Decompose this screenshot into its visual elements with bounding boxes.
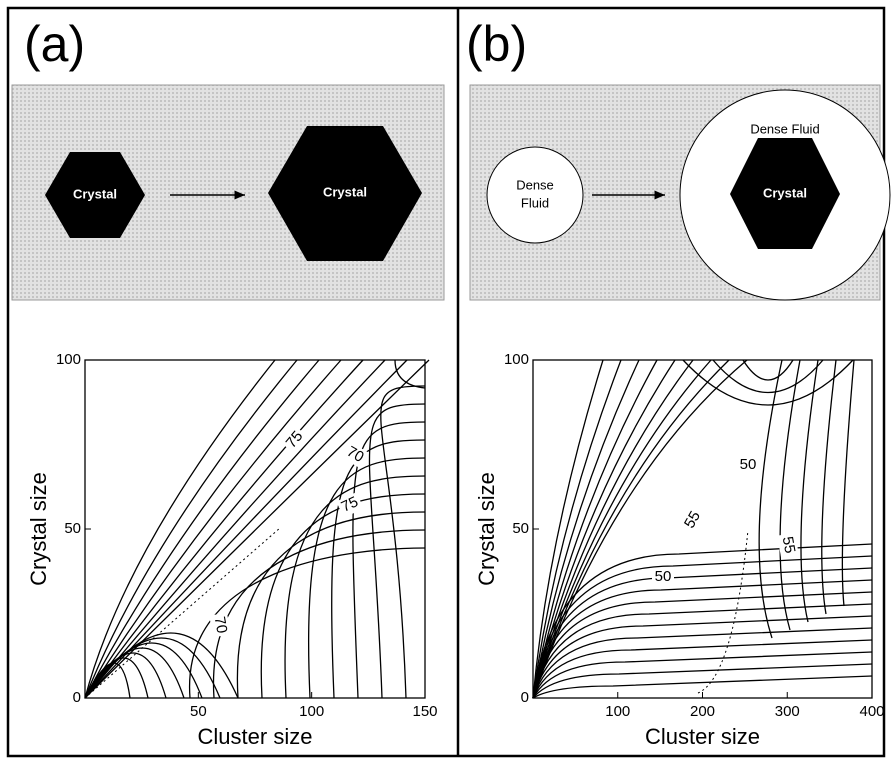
contour-label: 75 [339, 493, 361, 515]
contour-line [189, 547, 426, 699]
contour-line [532, 359, 640, 699]
schematic-text: Crystal [763, 185, 807, 200]
x-axis-label: Cluster size [198, 724, 313, 749]
contour-line [532, 579, 873, 699]
contour-plot: 50 55 55 50 100 200 300 400 0 50 100 Cluster size Cr… [474, 351, 885, 749]
contour-line [532, 359, 712, 699]
contour-line [307, 457, 426, 699]
x-tick-label: 50 [190, 703, 207, 720]
x-tick-label: 400 [859, 703, 884, 720]
contour-line [779, 359, 801, 631]
contour-line [821, 359, 837, 615]
y-tick-label: 50 [64, 520, 81, 537]
contour-line [532, 359, 604, 699]
schematic-text: Crystal [73, 186, 117, 201]
dotted-line [84, 527, 281, 699]
contour-line [84, 359, 364, 699]
x-tick-label: 100 [605, 703, 630, 720]
frame [6, 6, 886, 758]
x-tick-label: 300 [775, 703, 800, 720]
y-axis-label: Crystal size [26, 472, 51, 586]
y-tick-label: 0 [521, 689, 529, 706]
contour-label: 70 [344, 443, 367, 466]
contour-line [380, 385, 426, 699]
contour-line [532, 651, 873, 699]
label-backdrop [652, 568, 674, 586]
panel-label: (a) [24, 16, 85, 72]
contour-line [84, 359, 386, 699]
contour-label: 55 [681, 508, 704, 531]
contour-line [532, 615, 873, 699]
y-tick-label: 50 [512, 520, 529, 537]
contour-line [800, 359, 819, 623]
label-backdrop [777, 532, 799, 558]
contour-line [758, 359, 783, 639]
y-tick-label: 100 [56, 351, 81, 368]
y-axis-label: Crystal size [474, 472, 499, 586]
y-tick-label: 0 [73, 689, 81, 706]
contour-line [260, 493, 426, 699]
label-backdrop [679, 505, 707, 535]
contour-line [394, 359, 426, 389]
contour-line [532, 627, 873, 699]
x-axis-label: Cluster size [645, 724, 760, 749]
hexagon [268, 126, 422, 261]
contour-line [841, 359, 855, 607]
contour-line [532, 591, 873, 699]
contour-line [532, 543, 873, 699]
x-tick-label: 100 [299, 703, 324, 720]
contour-line [84, 359, 276, 699]
label-backdrop [340, 441, 370, 469]
contour-label: 55 [779, 535, 799, 554]
contour-label: 70 [211, 615, 231, 634]
contour-line [284, 475, 426, 699]
x-tick-label: 200 [690, 703, 715, 720]
schematic-text: Fluid [521, 195, 549, 210]
contour-line [682, 359, 854, 406]
contour-line [84, 359, 298, 699]
contour-line [84, 359, 342, 699]
contour-label: 50 [740, 456, 757, 473]
dense-fluid-circle [486, 146, 584, 244]
schematic-text: Dense Fluid [750, 121, 819, 136]
hexagon [45, 152, 145, 238]
contour-line [532, 555, 873, 699]
schematic-text: Crystal [323, 184, 367, 199]
label-backdrop [737, 456, 759, 474]
contour-line [532, 675, 873, 699]
hexagon [730, 138, 840, 249]
contour-line [352, 421, 426, 699]
label-backdrop [336, 492, 364, 518]
panel-label: (b) [466, 16, 527, 72]
y-tick-label: 100 [504, 351, 529, 368]
contour-line [212, 529, 426, 699]
contour-line [532, 639, 873, 699]
contour-line [84, 359, 320, 699]
contour-line [532, 663, 873, 699]
contour-line [368, 403, 426, 699]
contour-line [532, 359, 622, 699]
label-backdrop [281, 425, 309, 455]
contour-line [532, 359, 694, 699]
schematic-text: Dense [516, 177, 554, 192]
contour-line [742, 359, 794, 381]
contour-line [331, 439, 426, 699]
dotted-line [697, 529, 749, 694]
contour-line [84, 632, 239, 699]
contour-line [532, 603, 873, 699]
label-backdrop [209, 612, 231, 638]
contour-line [712, 359, 824, 393]
contour-label: 50 [655, 568, 672, 585]
x-tick-label: 150 [412, 703, 437, 720]
